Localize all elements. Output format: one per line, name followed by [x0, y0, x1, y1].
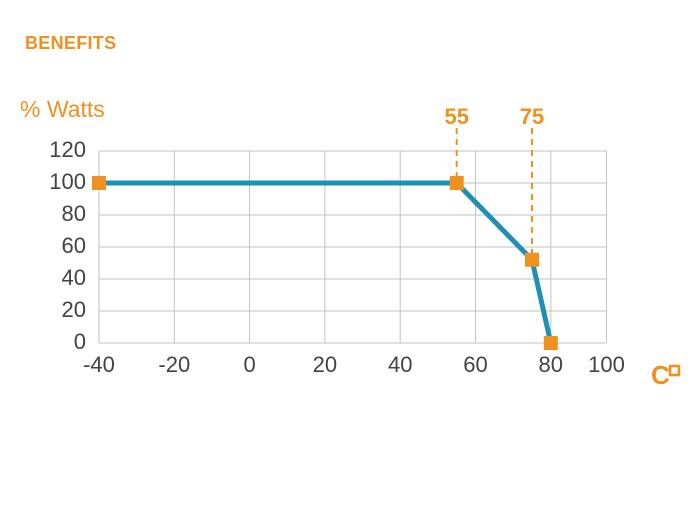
svg-text:C: C	[651, 360, 670, 390]
svg-text:75: 75	[520, 104, 544, 129]
svg-text:-40: -40	[83, 352, 115, 377]
svg-text:20: 20	[313, 352, 337, 377]
svg-text:40: 40	[388, 352, 412, 377]
svg-text:120: 120	[49, 137, 86, 162]
svg-text:55: 55	[444, 104, 468, 129]
svg-text:60: 60	[62, 233, 86, 258]
svg-text:0: 0	[243, 352, 255, 377]
svg-text:80: 80	[62, 201, 86, 226]
svg-text:-20: -20	[158, 352, 190, 377]
svg-text:40: 40	[62, 265, 86, 290]
svg-text:100: 100	[49, 169, 86, 194]
svg-text:80: 80	[539, 352, 563, 377]
svg-text:60: 60	[463, 352, 487, 377]
svg-text:100: 100	[588, 352, 625, 377]
svg-text:20: 20	[62, 297, 86, 322]
svg-text:0: 0	[74, 329, 86, 354]
